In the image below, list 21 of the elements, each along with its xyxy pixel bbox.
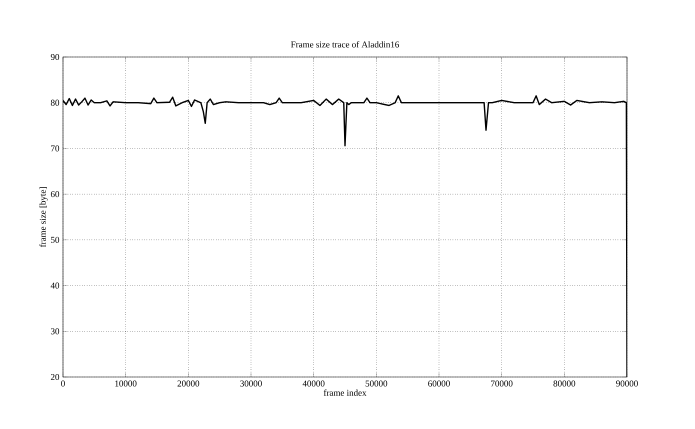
x-axis-title: frame index [324, 389, 366, 396]
x-tick-label: 60000 [428, 380, 450, 387]
x-tick-label: 90000 [616, 380, 638, 387]
chart-title: Frame size trace of Aladdin16 [290, 41, 400, 48]
y-tick-label: 50 [51, 236, 60, 243]
x-tick-label: 0 [61, 380, 65, 387]
y-tick-label: 90 [50, 54, 60, 60]
y-tick-label: 30 [50, 328, 60, 334]
y-axis-title: frame size [byte] [39, 187, 48, 248]
y-tick-label: 80 [50, 100, 60, 106]
x-tick-label: 80000 [553, 380, 576, 387]
y-tick-label: 70 [51, 145, 60, 152]
x-tick-label: 40000 [302, 380, 325, 387]
x-tick-label: 20000 [178, 380, 200, 387]
x-tick-label: 30000 [240, 380, 262, 387]
x-tick-label: 70000 [491, 380, 513, 387]
y-tick-label: 40 [50, 282, 60, 289]
x-tick-label: 10000 [115, 380, 137, 387]
y-tick-label: 60 [50, 191, 60, 198]
x-tick-label: 50000 [366, 380, 388, 387]
y-tick-label: 20 [50, 374, 60, 380]
